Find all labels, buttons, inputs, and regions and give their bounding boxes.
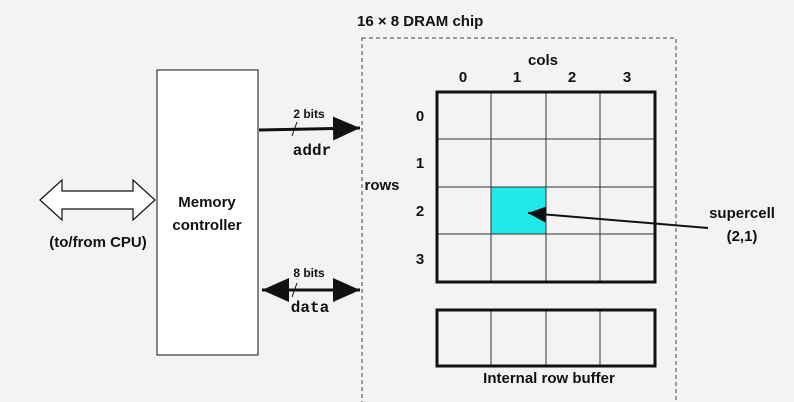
data-label: data — [291, 299, 330, 317]
chip-title: 16 × 8 DRAM chip — [357, 13, 483, 30]
rows-label: rows — [364, 177, 399, 194]
row-label: 1 — [416, 155, 424, 172]
supercell-cell — [491, 187, 546, 234]
supercell-label: supercell — [709, 205, 775, 222]
memory-controller-label: controller — [172, 217, 241, 234]
dram-chip — [361, 37, 677, 402]
row-buffer — [435, 308, 657, 368]
dram-array — [435, 90, 657, 284]
cpu-label: (to/from CPU) — [49, 234, 147, 251]
col-label: 1 — [513, 69, 521, 86]
cpu-arrow — [39, 178, 156, 222]
data-width: 8 bits — [293, 266, 325, 280]
buffer-lines — [490, 310, 601, 366]
col-label: 2 — [568, 69, 576, 86]
addr-label: addr — [293, 142, 331, 160]
bus-slash — [291, 121, 298, 137]
grid-lines — [437, 92, 655, 282]
addr-bus — [258, 116, 361, 141]
bus-slash — [291, 282, 298, 298]
cols-label: cols — [528, 52, 558, 69]
col-label: 3 — [623, 69, 631, 86]
supercell-arrow — [527, 206, 709, 229]
row-label: 0 — [416, 108, 424, 125]
supercell-label: (2,1) — [727, 228, 758, 245]
col-label: 0 — [459, 69, 467, 86]
memory-controller-label: Memory — [178, 194, 236, 211]
memory-controller — [156, 69, 259, 356]
addr-width: 2 bits — [293, 107, 325, 121]
row-label: 2 — [416, 203, 424, 220]
row-label: 3 — [416, 251, 424, 268]
row-buffer-label: Internal row buffer — [483, 370, 615, 387]
